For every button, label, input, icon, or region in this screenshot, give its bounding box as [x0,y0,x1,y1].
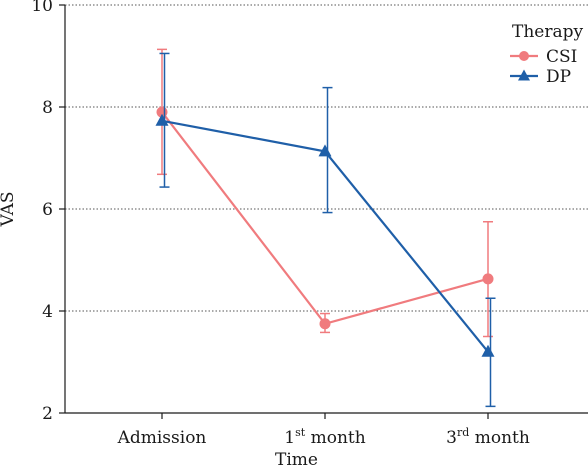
x-tick-label: 1st month [284,426,365,448]
x-tick-label-superscript: rd [457,426,469,439]
data-point [481,344,495,357]
y-axis-title: VAS [0,191,18,227]
series-csi [156,48,494,338]
grid-lines [65,4,588,312]
legend-marker-csi [519,51,529,61]
x-ticks: Admission 1st month 3rd month [117,413,530,448]
data-point [318,144,332,157]
x-tick-label: Admission [117,428,207,448]
legend-label-dp: DP [546,67,571,87]
x-axis-title: Time [275,450,318,467]
legend-marker-dp [518,69,530,81]
x-tick-label: 3rd month [446,426,530,448]
x-tick-label-base: Admission [117,428,207,448]
legend-label-csi: CSI [546,47,577,67]
x-tick-label-base: 3 [446,428,457,448]
y-ticks: 2 4 6 8 10 [31,0,65,424]
y-tick-label: 2 [42,404,53,424]
y-tick-label: 10 [31,0,53,16]
x-tick-label-base: 1 [284,428,295,448]
y-tick-label: 8 [42,98,53,118]
series-dp [155,52,496,408]
data-point [482,273,494,285]
x-tick-label-superscript: st [295,426,306,439]
y-tick-label: 4 [42,302,53,322]
legend-title: Therapy [512,22,583,42]
x-tick-label-suffix: month [305,428,366,448]
x-tick-label-suffix: month [469,428,530,448]
series-layer [155,48,496,408]
data-point [319,318,331,330]
data-point [155,113,169,126]
y-tick-label: 6 [42,200,53,220]
